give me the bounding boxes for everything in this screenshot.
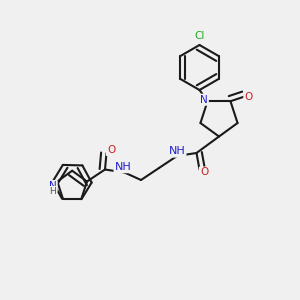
- Text: NH: NH: [169, 146, 185, 157]
- Text: O: O: [107, 145, 115, 155]
- Text: Cl: Cl: [194, 31, 205, 41]
- Text: O: O: [200, 167, 208, 178]
- Text: N: N: [49, 181, 57, 191]
- Text: NH: NH: [115, 162, 131, 172]
- Text: O: O: [244, 92, 253, 102]
- Text: H: H: [50, 187, 56, 196]
- Text: N: N: [200, 95, 208, 105]
